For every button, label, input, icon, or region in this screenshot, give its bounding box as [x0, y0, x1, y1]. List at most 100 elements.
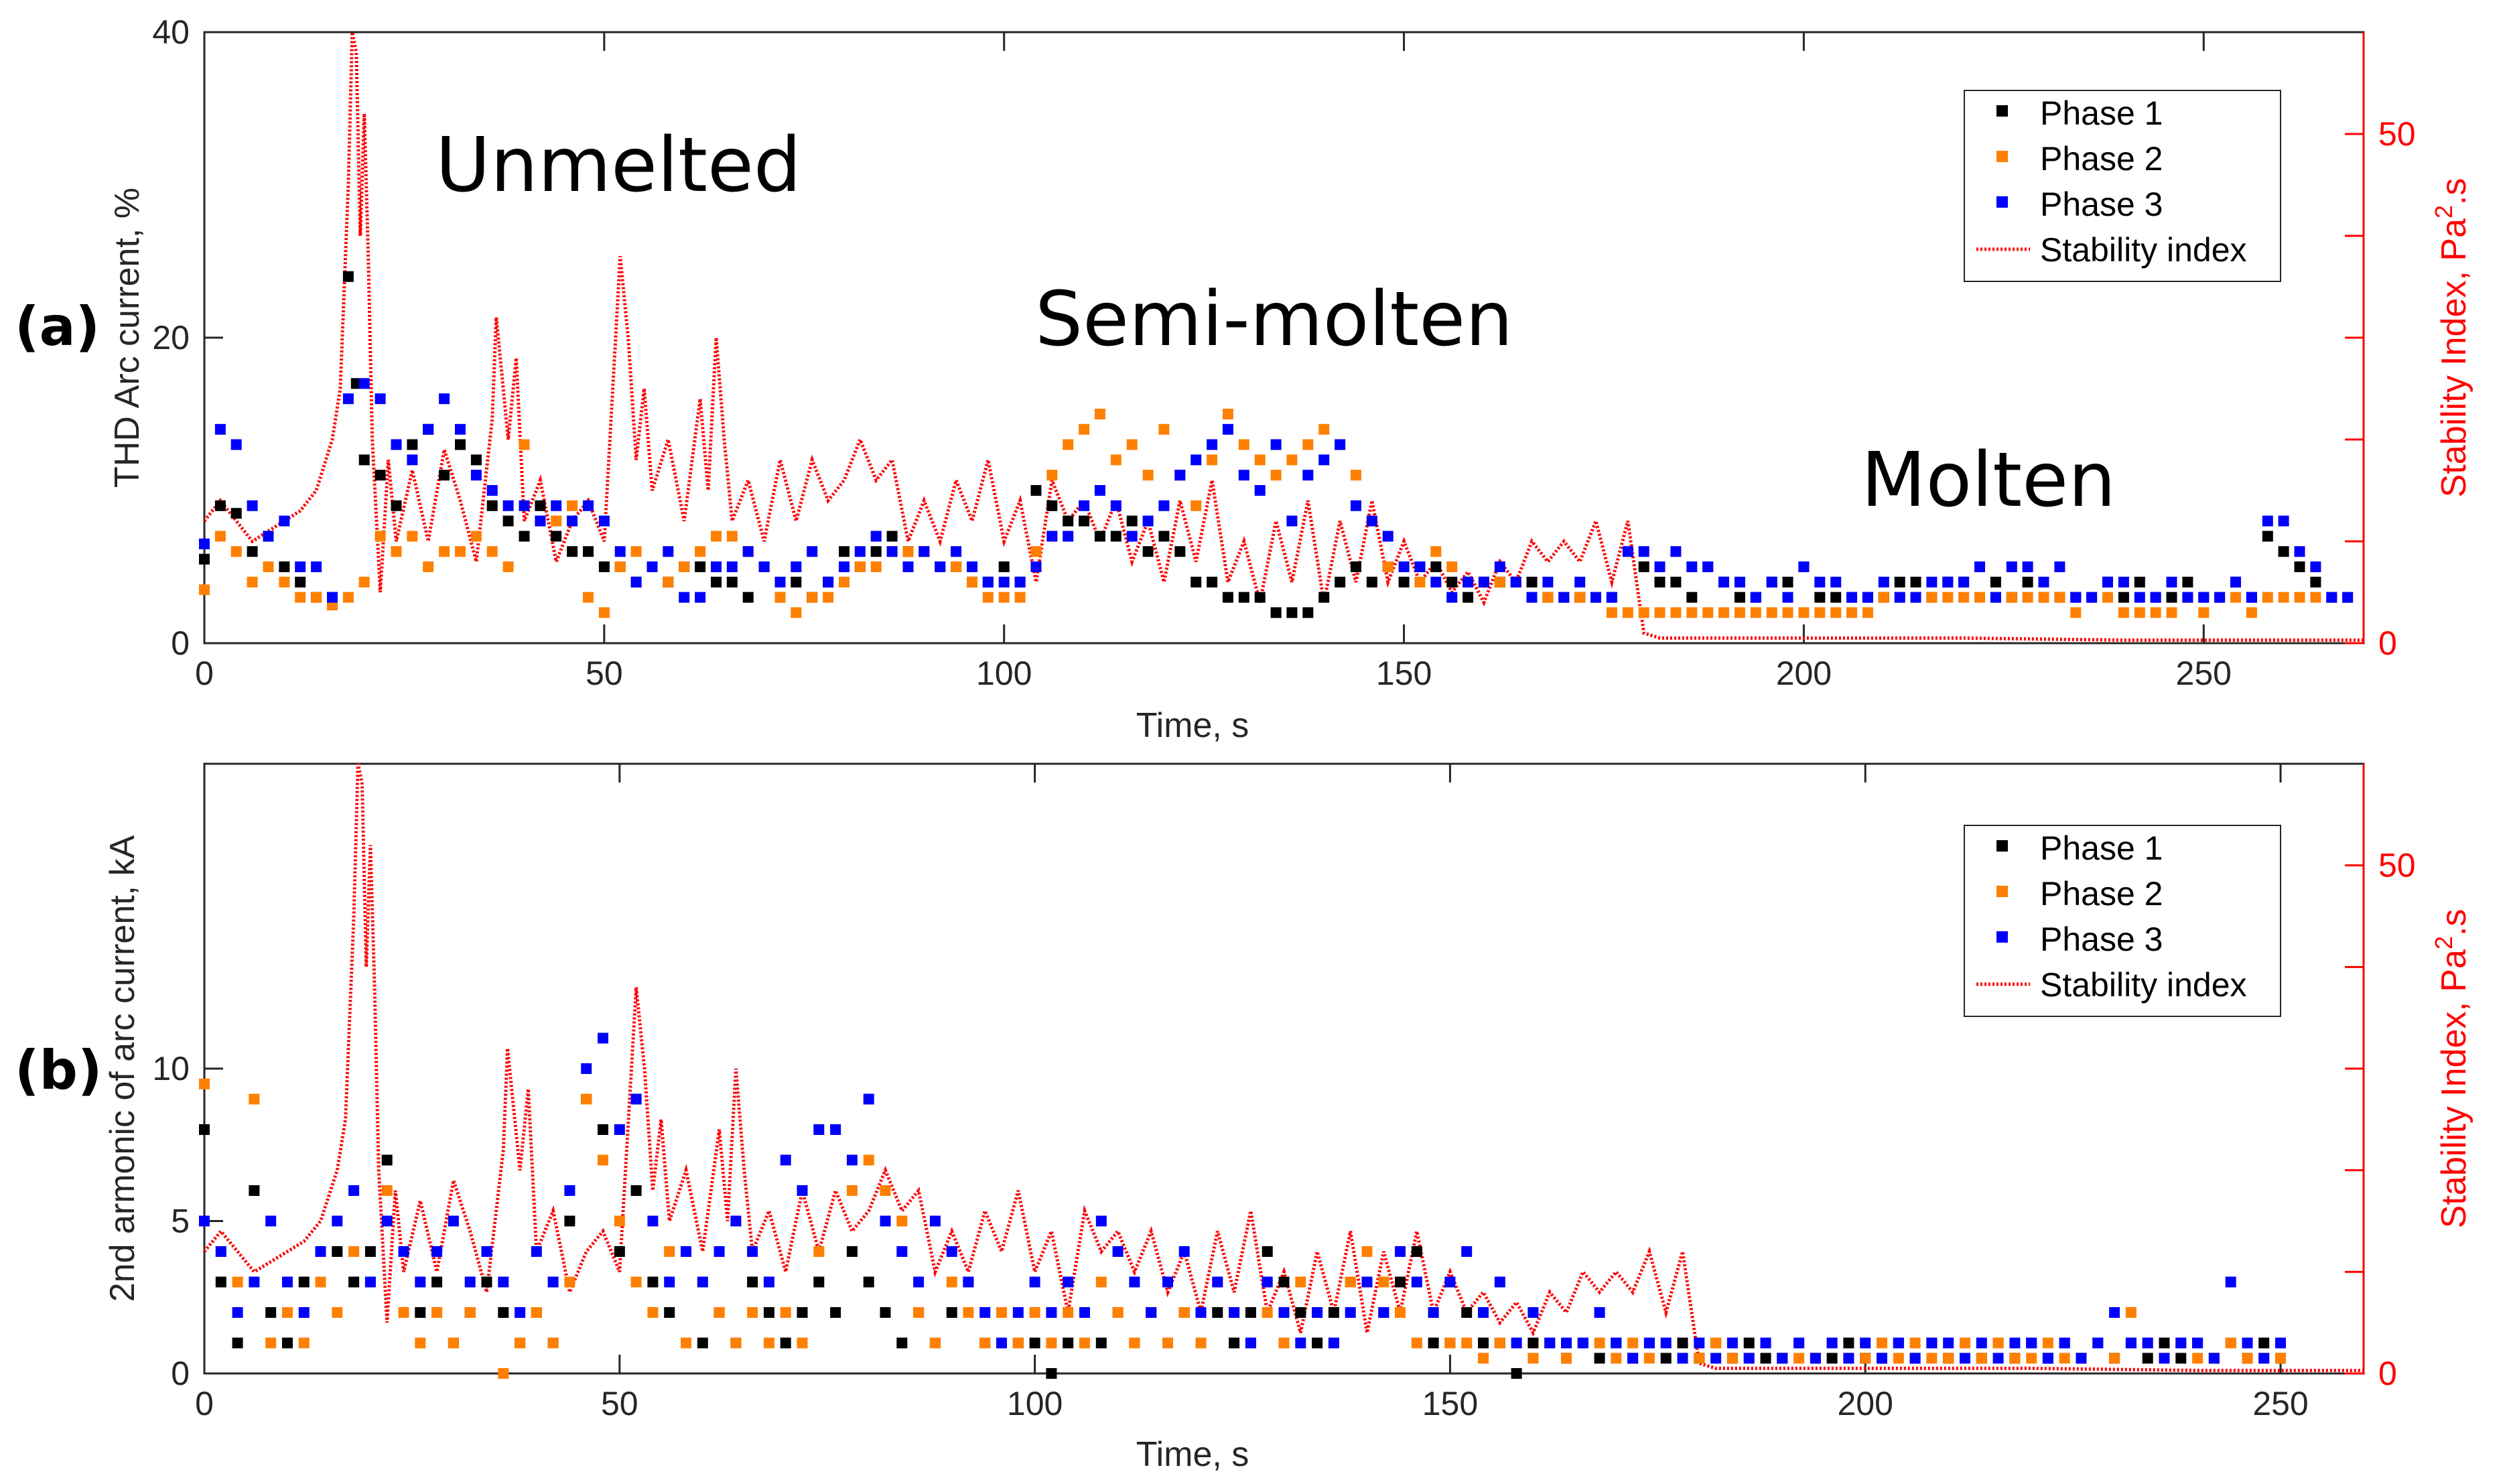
phase-1-point-a	[455, 439, 466, 450]
phase-1-point-b	[1029, 1337, 1040, 1349]
phase-3-point-b	[2192, 1337, 2203, 1349]
phase-3-point-a	[854, 546, 866, 557]
phase-3-point-a	[263, 531, 274, 542]
phase-3-point-b	[1611, 1337, 1622, 1349]
phase-3-point-b	[846, 1154, 858, 1166]
phase-2-point-b	[996, 1307, 1007, 1318]
phase-2-point-a	[199, 584, 210, 596]
phase-3-point-b	[1943, 1337, 1954, 1349]
phase-3-point-b	[1627, 1353, 1639, 1364]
phase-2-point-a	[407, 531, 418, 542]
phase-1-point-b	[381, 1154, 393, 1166]
phase-1-point-a	[342, 271, 354, 282]
phase-1-point-b	[697, 1337, 708, 1349]
panel-b-tag: (b)	[15, 1039, 102, 1101]
phase-2-point-b	[614, 1215, 625, 1227]
phase-2-point-a	[1494, 576, 1505, 588]
phase-3-point-a	[1494, 561, 1505, 572]
y-tick-label-right-b: 50	[2378, 847, 2416, 884]
phase-3-point-a	[630, 576, 642, 588]
phase-2-point-b	[1643, 1353, 1655, 1364]
phase-1-point-b	[1660, 1353, 1672, 1364]
phase-3-point-a	[1463, 576, 1474, 588]
phase-1-point-a	[1814, 592, 1826, 603]
phase-3-point-b	[199, 1215, 210, 1227]
phase-3-point-a	[2246, 592, 2257, 603]
phase-2-point-b	[1262, 1307, 1273, 1318]
phase-2-point-a	[1718, 607, 1729, 618]
phase-3-point-a	[1030, 561, 1042, 572]
x-tick-label-b: 50	[601, 1385, 638, 1422]
phase-2-point-b	[1162, 1337, 1173, 1349]
phase-3-point-a	[2310, 561, 2321, 572]
phase-2-point-a	[1207, 454, 1218, 466]
phase-3-point-a	[2262, 515, 2273, 527]
phase-2-point-a	[1750, 607, 1761, 618]
phase-3-point-a	[455, 423, 466, 435]
phase-3-point-b	[2009, 1337, 2021, 1349]
phase-3-point-a	[2326, 592, 2337, 603]
phase-2-point-a	[1286, 454, 1298, 466]
phase-3-point-a	[1478, 576, 1489, 588]
phase-1-point-a	[998, 561, 1010, 572]
phase-2-point-a	[1430, 546, 1442, 557]
phase-3-point-b	[2208, 1353, 2220, 1364]
phase-2-point-b	[249, 1093, 260, 1105]
phase-3-point-a	[1526, 592, 1538, 603]
phase-3-point-a	[327, 592, 338, 603]
phase-2-point-b	[714, 1307, 725, 1318]
phase-3-point-b	[1726, 1337, 1738, 1349]
phase-3-point-a	[1382, 531, 1394, 542]
phase-3-point-b	[398, 1246, 409, 1257]
phase-3-point-a	[870, 531, 882, 542]
phase-2-point-a	[455, 546, 466, 557]
phase-3-point-a	[1126, 531, 1138, 542]
phase-1-point-a	[519, 531, 530, 542]
phase-3-point-a	[519, 500, 530, 511]
phase-3-point-b	[1777, 1353, 1788, 1364]
phase-3-point-a	[1558, 592, 1570, 603]
phase-1-point-a	[2262, 531, 2273, 542]
phase-1-point-b	[1411, 1246, 1422, 1257]
phase-3-point-a	[1718, 576, 1729, 588]
phase-2-point-b	[1943, 1353, 1954, 1364]
phase-3-point-b	[1245, 1337, 1256, 1349]
phase-1-point-b	[232, 1337, 243, 1349]
phase-3-point-b	[364, 1276, 376, 1288]
phase-1-point-a	[1174, 546, 1186, 557]
x-tick-label-b: 200	[1838, 1385, 1893, 1422]
phase-3-point-a	[1606, 592, 1617, 603]
phase-2-point-b	[1195, 1337, 1207, 1349]
phase-3-point-a	[1430, 576, 1442, 588]
phase-1-point-a	[1894, 576, 1905, 588]
phase-3-point-b	[1129, 1276, 1140, 1288]
phase-3-point-a	[2166, 576, 2177, 588]
phase-1-point-b	[1262, 1246, 1273, 1257]
phase-1-point-a	[1430, 561, 1442, 572]
phase-3-point-a	[2070, 592, 2082, 603]
phase-3-point-b	[1378, 1307, 1389, 1318]
phase-1-point-b	[780, 1337, 791, 1349]
phase-1-point-b	[1295, 1307, 1306, 1318]
phase-2-point-a	[1878, 592, 1889, 603]
y-tick-label-left-b: 10	[152, 1050, 190, 1087]
phase-2-point-b	[547, 1337, 559, 1349]
phase-3-point-a	[1446, 592, 1458, 603]
phase-3-point-a	[902, 561, 914, 572]
phase-3-point-a	[1222, 423, 1233, 435]
phase-3-point-a	[1878, 576, 1889, 588]
phase-1-point-a	[1254, 592, 1266, 603]
phase-3-point-a	[1174, 470, 1186, 481]
phase-2-point-b	[464, 1307, 476, 1318]
phase-3-point-b	[1095, 1215, 1107, 1227]
phase-1-point-a	[1463, 592, 1474, 603]
phase-3-point-b	[1843, 1353, 1854, 1364]
phase-3-point-a	[1510, 576, 1521, 588]
phase-2-point-a	[1782, 607, 1793, 618]
phase-2-point-b	[763, 1337, 774, 1349]
phase-1-point-b	[1843, 1337, 1854, 1349]
phase-1-point-a	[1638, 561, 1649, 572]
phase-3-point-b	[232, 1307, 243, 1318]
phase-2-point-a	[1638, 607, 1649, 618]
